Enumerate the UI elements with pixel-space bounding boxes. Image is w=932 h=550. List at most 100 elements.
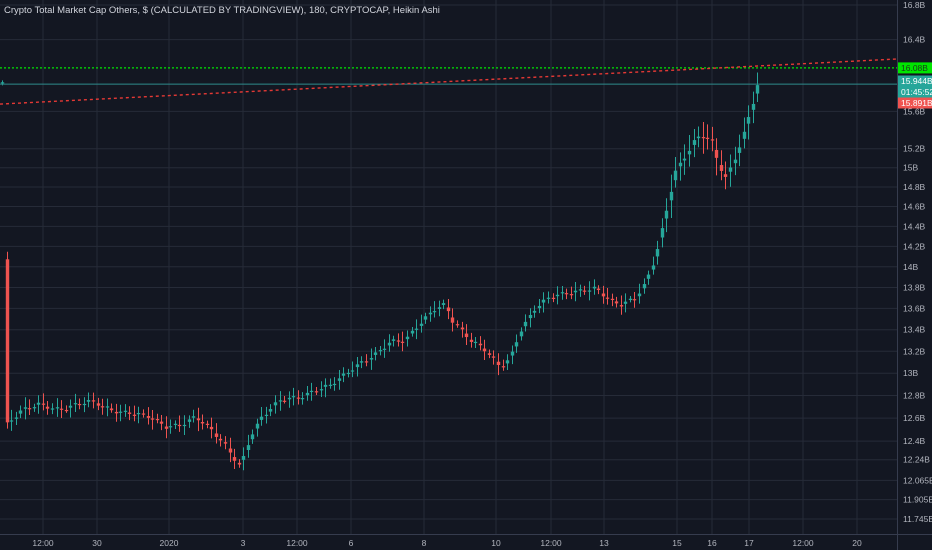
candle-down (64, 409, 69, 412)
y-tick-label: 13B (903, 368, 918, 378)
candle-down (710, 139, 715, 141)
candle-up (414, 328, 419, 330)
candle-up (32, 407, 37, 409)
candle-up (23, 407, 28, 409)
candle-down (569, 294, 574, 296)
candle-down (232, 457, 237, 461)
candle-down (223, 442, 228, 444)
x-tick-label: 13 (599, 538, 609, 548)
candle-up (578, 289, 583, 291)
candle-down (582, 290, 587, 292)
candle-up (68, 405, 73, 408)
candle-down (196, 418, 201, 421)
x-tick-label: 12:00 (540, 538, 562, 548)
candle-up (623, 301, 628, 304)
candle-up (36, 402, 41, 405)
candle-up (651, 265, 656, 270)
price-tag-label: 01:45:52 (901, 87, 932, 97)
candle-up (560, 292, 565, 294)
candle-up (382, 348, 387, 350)
candle-down (601, 293, 606, 297)
candle-up (646, 274, 651, 279)
candle-down (719, 165, 724, 171)
candle-up (168, 426, 173, 428)
candle-up (519, 331, 524, 337)
x-tick-label: 8 (422, 538, 427, 548)
candle-down (27, 408, 32, 410)
candle-up (287, 397, 292, 400)
x-tick-label: 3 (241, 538, 246, 548)
candle-up (300, 398, 305, 400)
trend-line (0, 58, 898, 105)
candle-down (96, 403, 101, 406)
candle-down (605, 297, 610, 299)
y-tick-label: 14.6B (903, 202, 926, 212)
candle-down (614, 301, 619, 304)
candle-up (250, 434, 255, 440)
candle-up (505, 360, 510, 364)
candle-up (341, 373, 346, 376)
y-tick-label: 16.4B (903, 35, 926, 45)
candle-down (723, 174, 728, 177)
price-tag-bg (898, 86, 932, 98)
candle-down (77, 403, 82, 406)
candle-up (687, 150, 692, 155)
candle-down (705, 137, 710, 139)
candle-down (446, 307, 451, 312)
price-tag: 01:45:52 (898, 86, 932, 98)
candle-down (150, 418, 155, 420)
candle-up (309, 390, 314, 393)
x-tick-label: 12:00 (286, 538, 308, 548)
x-tick-label: 12:00 (792, 538, 814, 548)
candle-up (637, 293, 642, 297)
candle-up (369, 358, 374, 360)
candle-up (405, 336, 410, 340)
candle-down (177, 424, 182, 427)
candle-down (460, 327, 465, 330)
candle-down (296, 397, 301, 399)
candle-up (241, 456, 246, 460)
candle-up (682, 158, 687, 161)
y-tick-label: 15.6B (903, 106, 926, 116)
y-tick-label: 11.905B (903, 495, 932, 505)
candle-up (660, 228, 665, 238)
candle-up (678, 162, 683, 167)
y-tick-label: 13.8B (903, 282, 926, 292)
candle-up (510, 351, 515, 356)
candle-down (487, 353, 492, 355)
candle-down (464, 333, 469, 338)
candle-up (350, 370, 355, 372)
candle-down (164, 426, 169, 429)
candle-up (546, 297, 551, 299)
candle-up (268, 409, 273, 412)
candle-up (118, 411, 123, 413)
candle-up (692, 140, 697, 145)
candle-up (537, 305, 542, 309)
y-tick-label: 12.8B (903, 390, 926, 400)
candle-up (255, 423, 260, 429)
candle-down (400, 341, 405, 343)
price-tag-label: 16.08B (901, 63, 928, 73)
y-tick-label: 11.745B (903, 514, 932, 524)
candle-up (337, 378, 342, 381)
x-tick-label: 17 (744, 538, 754, 548)
x-tick-label: 15 (672, 538, 682, 548)
candle-up (428, 312, 433, 315)
candle-down (455, 324, 460, 326)
y-tick-label: 12.4B (903, 436, 926, 446)
candle-down (632, 299, 637, 301)
y-tick-label: 13.4B (903, 325, 926, 335)
x-tick-label: 6 (349, 538, 354, 548)
candle-down (714, 149, 719, 158)
x-tick-label: 16 (707, 538, 717, 548)
candle-up (592, 286, 597, 289)
y-tick-label: 14.4B (903, 221, 926, 231)
candle-down (41, 403, 46, 405)
candle-up (423, 316, 428, 320)
candle-up (628, 298, 633, 301)
y-tick-label: 14B (903, 262, 918, 272)
candle-up (733, 159, 738, 164)
price-tag: 16.08B (898, 62, 932, 74)
candle-down (59, 408, 64, 410)
